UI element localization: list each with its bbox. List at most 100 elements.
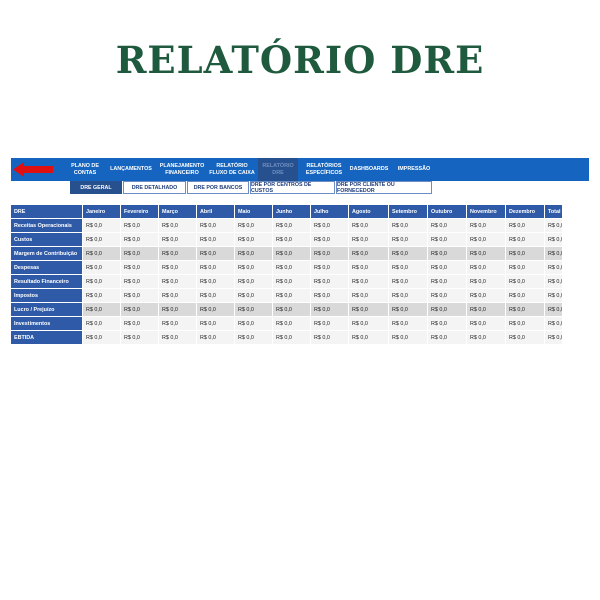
value-cell: R$ 0,0 (466, 302, 506, 317)
value-cell: R$ 0,0 (505, 330, 545, 345)
table-body: Receitas Operacionais R$ 0,0 R$ 0,0 R$ 0,0 R… (10, 218, 563, 345)
value-cell: R$ 0,0 (120, 288, 159, 303)
header-cell: Novembro (466, 204, 506, 219)
value-cell: R$ 0,0 (427, 288, 467, 303)
value-cell: R$ 0,0 (427, 218, 467, 233)
value-cell: R$ 0,0 (272, 330, 311, 345)
value-cell: R$ 0,0 (466, 288, 506, 303)
table-row: Margem de Contribuição R$ 0,0 R$ 0,0 R$ 0,0… (10, 246, 563, 261)
value-cell: R$ 0,0 (348, 330, 389, 345)
value-cell: R$ 0,0 (120, 232, 159, 247)
value-cell: R$ 0,0 (388, 246, 428, 261)
row-label: Despesas (10, 260, 83, 275)
value-cell: R$ 0,0 (234, 218, 273, 233)
value-cell: R$ 0,0 (544, 274, 563, 289)
nav-impressao[interactable]: IMPRESSÃO (397, 166, 431, 173)
value-cell: R$ 0,0 (544, 316, 563, 331)
value-cell: R$ 0,0 (120, 330, 159, 345)
nav-planejamento-financeiro[interactable]: PLANEJAMENTO FINANCEIRO (159, 162, 205, 176)
value-cell: R$ 0,0 (158, 232, 197, 247)
value-cell: R$ 0,0 (82, 260, 121, 275)
header-cell: Junho (272, 204, 311, 219)
value-cell: R$ 0,0 (388, 316, 428, 331)
value-cell: R$ 0,0 (82, 288, 121, 303)
header-cell: Outubro (427, 204, 467, 219)
back-arrow-icon[interactable] (13, 162, 53, 177)
value-cell: R$ 0,0 (120, 274, 159, 289)
value-cell: R$ 0,0 (82, 330, 121, 345)
value-cell: R$ 0,0 (310, 232, 349, 247)
value-cell: R$ 0,0 (388, 274, 428, 289)
page-title: RELATÓRIO DRE (115, 38, 485, 82)
value-cell: R$ 0,0 (544, 302, 563, 317)
value-cell: R$ 0,0 (234, 330, 273, 345)
value-cell: R$ 0,0 (310, 274, 349, 289)
table-row: EBTIDA R$ 0,0 R$ 0,0 R$ 0,0 R$ 0,0 R$ 0,0 R$ 0… (10, 330, 563, 345)
tab-dre-geral[interactable]: DRE GERAL (70, 181, 122, 194)
value-cell: R$ 0,0 (388, 218, 428, 233)
value-cell: R$ 0,0 (466, 330, 506, 345)
value-cell: R$ 0,0 (427, 232, 467, 247)
value-cell: R$ 0,0 (388, 330, 428, 345)
value-cell: R$ 0,0 (544, 260, 563, 275)
value-cell: R$ 0,0 (272, 316, 311, 331)
value-cell: R$ 0,0 (505, 288, 545, 303)
tab-dre-por-cliente-ou-fornecedor[interactable]: DRE POR CLIENTE OU FORNECEDOR (336, 181, 432, 194)
value-cell: R$ 0,0 (234, 316, 273, 331)
tab-dre-por-centros-de-custos[interactable]: DRE POR CENTROS DE CUSTOS (250, 181, 335, 194)
value-cell: R$ 0,0 (466, 246, 506, 261)
value-cell: R$ 0,0 (272, 302, 311, 317)
value-cell: R$ 0,0 (310, 316, 349, 331)
value-cell: R$ 0,0 (466, 232, 506, 247)
table-row: Custos R$ 0,0 R$ 0,0 R$ 0,0 R$ 0,0 R$ 0,0 R$ 0… (10, 232, 563, 247)
value-cell: R$ 0,0 (158, 330, 197, 345)
value-cell: R$ 0,0 (82, 302, 121, 317)
nav-relatorio-fluxo-de-caixa[interactable]: RELATÓRIO FLUXO DE CAIXA (209, 162, 255, 176)
value-cell: R$ 0,0 (427, 274, 467, 289)
header-cell: Agosto (348, 204, 389, 219)
value-cell: R$ 0,0 (234, 260, 273, 275)
value-cell: R$ 0,0 (348, 232, 389, 247)
value-cell: R$ 0,0 (388, 302, 428, 317)
nav-plano-de-contas[interactable]: PLANO DE CONTAS (71, 162, 99, 176)
value-cell: R$ 0,0 (388, 232, 428, 247)
nav-relatorios-especificos[interactable]: RELATÓRIOS ESPECÍFICOS (305, 162, 343, 176)
value-cell: R$ 0,0 (120, 246, 159, 261)
value-cell: R$ 0,0 (272, 246, 311, 261)
header-cell: Julho (310, 204, 349, 219)
value-cell: R$ 0,0 (466, 316, 506, 331)
value-cell: R$ 0,0 (120, 260, 159, 275)
tab-dre-detalhado[interactable]: DRE DETALHADO (123, 181, 186, 194)
row-label: Investimentos (10, 316, 83, 331)
value-cell: R$ 0,0 (466, 218, 506, 233)
header-cell: DRE (10, 204, 83, 219)
value-cell: R$ 0,0 (272, 260, 311, 275)
value-cell: R$ 0,0 (196, 288, 235, 303)
value-cell: R$ 0,0 (348, 274, 389, 289)
value-cell: R$ 0,0 (120, 302, 159, 317)
nav-dashboards[interactable]: DASHBOARDS (349, 166, 389, 173)
value-cell: R$ 0,0 (196, 316, 235, 331)
header-cell: Dezembro (505, 204, 545, 219)
value-cell: R$ 0,0 (234, 246, 273, 261)
header-cell: Fevereiro (120, 204, 159, 219)
top-nav-bar: PLANO DE CONTAS LANÇAMENTOS PLANEJAMENTO… (11, 158, 589, 181)
value-cell: R$ 0,0 (544, 232, 563, 247)
value-cell: R$ 0,0 (120, 218, 159, 233)
header-cell: Abril (196, 204, 235, 219)
value-cell: R$ 0,0 (505, 232, 545, 247)
value-cell: R$ 0,0 (544, 218, 563, 233)
value-cell: R$ 0,0 (82, 246, 121, 261)
tab-dre-por-bancos[interactable]: DRE POR BANCOS (187, 181, 249, 194)
value-cell: R$ 0,0 (158, 316, 197, 331)
value-cell: R$ 0,0 (348, 260, 389, 275)
table-row: Receitas Operacionais R$ 0,0 R$ 0,0 R$ 0,0 R… (10, 218, 563, 233)
value-cell: R$ 0,0 (158, 246, 197, 261)
value-cell: R$ 0,0 (427, 246, 467, 261)
value-cell: R$ 0,0 (427, 260, 467, 275)
value-cell: R$ 0,0 (82, 232, 121, 247)
nav-relatorio-dre[interactable]: RELATÓRIO DRE (258, 158, 298, 181)
value-cell: R$ 0,0 (505, 302, 545, 317)
nav-lancamentos[interactable]: LANÇAMENTOS (110, 166, 152, 173)
value-cell: R$ 0,0 (272, 274, 311, 289)
